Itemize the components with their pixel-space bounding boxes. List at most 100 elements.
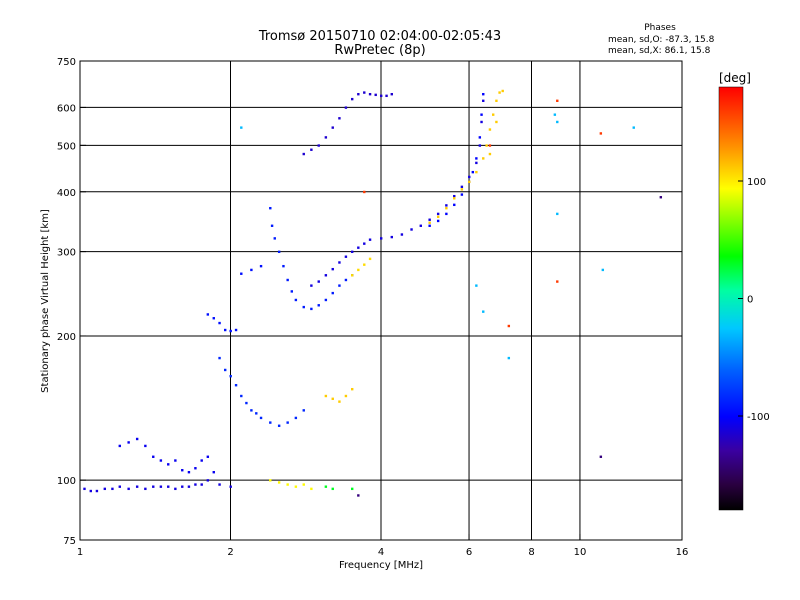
data-point	[468, 175, 471, 179]
colorbar-unit-label: [deg]	[719, 71, 751, 85]
data-point	[310, 284, 313, 287]
data-point	[436, 219, 440, 223]
data-point	[218, 356, 221, 360]
data-point	[282, 264, 285, 268]
data-point	[357, 494, 360, 497]
data-point	[351, 274, 354, 277]
data-point	[363, 190, 366, 194]
data-point	[390, 92, 393, 96]
data-point	[250, 268, 253, 272]
data-point	[599, 455, 603, 458]
data-point	[302, 305, 305, 309]
data-point	[331, 126, 334, 129]
data-point	[338, 284, 341, 287]
data-point	[200, 483, 203, 486]
data-point	[468, 180, 471, 184]
data-point	[453, 194, 456, 198]
data-point	[480, 120, 483, 124]
colorbar-tick-label: -100	[747, 412, 770, 423]
data-point	[240, 126, 243, 129]
data-point	[436, 212, 440, 216]
data-point	[95, 489, 99, 493]
data-point	[187, 470, 191, 474]
data-point	[218, 321, 221, 325]
data-point	[103, 487, 107, 491]
data-point	[428, 221, 431, 224]
data-point	[632, 126, 635, 129]
data-point	[475, 284, 478, 287]
data-point	[159, 485, 163, 488]
phases-line-x: mean, sd,X: 86.1, 15.8	[608, 46, 711, 56]
data-point	[240, 272, 243, 275]
data-point	[485, 144, 488, 147]
data-point	[351, 487, 354, 491]
data-point	[212, 317, 215, 320]
data-points	[83, 89, 663, 497]
data-point	[181, 485, 184, 488]
data-point	[277, 424, 281, 427]
data-point	[245, 401, 248, 405]
data-point	[144, 444, 147, 448]
data-point	[380, 237, 383, 240]
data-point	[380, 94, 383, 98]
data-point	[368, 92, 372, 96]
y-tick-label: 500	[57, 141, 76, 152]
data-point	[302, 152, 305, 156]
data-point	[269, 479, 272, 482]
data-point	[212, 470, 215, 474]
data-point	[218, 483, 221, 486]
data-point	[294, 298, 298, 302]
data-point	[478, 136, 482, 139]
data-point	[181, 469, 184, 472]
data-point	[410, 228, 413, 231]
data-point	[269, 421, 272, 424]
data-point	[144, 487, 147, 491]
data-point	[127, 441, 130, 444]
grid-lines	[80, 61, 682, 540]
data-point	[331, 487, 334, 491]
data-point	[324, 394, 328, 398]
data-point	[419, 224, 422, 227]
y-tick-label: 200	[57, 332, 76, 343]
data-point	[317, 280, 320, 283]
data-point	[553, 113, 557, 116]
data-point	[351, 250, 354, 254]
data-point	[556, 280, 559, 283]
data-point	[229, 329, 232, 333]
data-point	[475, 157, 478, 160]
data-point	[152, 455, 155, 458]
colorbar-ticks: 100 0 -100	[738, 177, 770, 423]
data-point	[475, 170, 478, 174]
data-point	[174, 459, 177, 462]
data-point	[127, 487, 130, 491]
data-point	[344, 394, 348, 398]
phases-line-o: mean, sd,O: -87.3, 15.8	[608, 35, 715, 45]
data-point	[445, 206, 448, 210]
data-point	[482, 157, 485, 160]
data-point	[255, 412, 258, 415]
data-point	[310, 148, 313, 151]
data-point	[294, 416, 298, 420]
data-point	[194, 467, 197, 470]
data-point	[174, 487, 177, 491]
data-point	[286, 278, 289, 282]
data-point	[277, 250, 281, 254]
data-point	[344, 106, 348, 109]
data-point	[556, 212, 559, 216]
data-point	[453, 203, 456, 207]
data-point	[206, 455, 210, 458]
x-tick-label: 2	[227, 547, 233, 558]
data-point	[250, 409, 253, 412]
data-point	[488, 128, 492, 131]
data-point	[428, 218, 431, 221]
x-tick-label: 6	[466, 547, 472, 558]
data-point	[290, 290, 294, 293]
data-point	[324, 298, 328, 302]
data-point	[324, 485, 328, 488]
data-point	[357, 92, 360, 96]
data-point	[286, 483, 289, 486]
data-point	[460, 188, 464, 191]
data-point	[135, 485, 139, 488]
data-point	[488, 152, 492, 156]
data-point	[206, 313, 210, 316]
